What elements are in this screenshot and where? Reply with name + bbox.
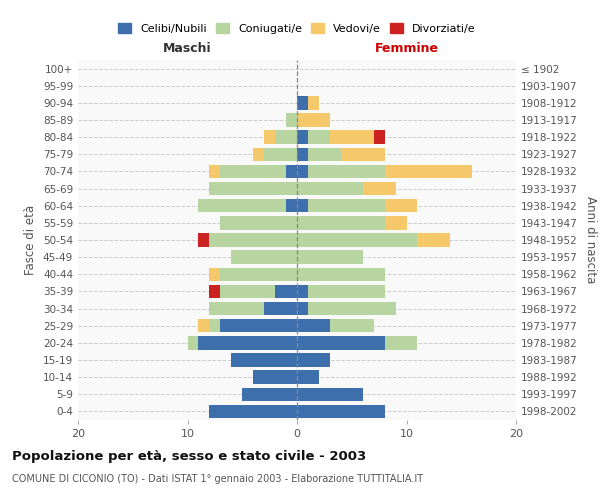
Bar (297, 250, 362, 264)
Bar (286, 114, 297, 126)
Bar (385, 216, 407, 230)
Bar (297, 302, 308, 316)
Bar (308, 148, 341, 161)
Bar (297, 114, 330, 126)
Bar (242, 388, 297, 401)
Bar (330, 319, 374, 332)
Bar (264, 302, 297, 316)
Bar (297, 284, 308, 298)
Bar (308, 130, 330, 144)
Legend: Celibi/Nubili, Coniugati/e, Vedovi/e, Divorziati/e: Celibi/Nubili, Coniugati/e, Vedovi/e, Di… (114, 19, 480, 38)
Bar (232, 354, 297, 366)
Bar (275, 130, 297, 144)
Y-axis label: Fasce di età: Fasce di età (25, 205, 37, 275)
Bar (341, 148, 385, 161)
Bar (297, 234, 418, 246)
Bar (199, 319, 209, 332)
Bar (308, 199, 385, 212)
Bar (264, 130, 275, 144)
Y-axis label: Anni di nascita: Anni di nascita (584, 196, 597, 284)
Bar (297, 370, 319, 384)
Bar (209, 268, 220, 281)
Bar (297, 268, 385, 281)
Text: Popolazione per età, sesso e stato civile - 2003: Popolazione per età, sesso e stato civil… (12, 450, 366, 463)
Bar (297, 164, 308, 178)
Bar (209, 302, 264, 316)
Bar (330, 130, 374, 144)
Text: COMUNE DI CICONIO (TO) - Dati ISTAT 1° gennaio 2003 - Elaborazione TUTTITALIA.IT: COMUNE DI CICONIO (TO) - Dati ISTAT 1° g… (12, 474, 423, 484)
Bar (308, 302, 395, 316)
Bar (220, 164, 286, 178)
Bar (297, 404, 385, 418)
Bar (308, 164, 385, 178)
Bar (297, 96, 308, 110)
Bar (220, 268, 297, 281)
Bar (253, 148, 264, 161)
Bar (385, 199, 418, 212)
Bar (220, 319, 297, 332)
Bar (209, 234, 297, 246)
Bar (275, 284, 297, 298)
Bar (385, 164, 472, 178)
Bar (297, 199, 308, 212)
Bar (199, 199, 286, 212)
Bar (297, 182, 362, 196)
Bar (297, 388, 362, 401)
Bar (220, 216, 297, 230)
Bar (362, 182, 395, 196)
Bar (308, 96, 319, 110)
Bar (297, 148, 308, 161)
Bar (297, 216, 385, 230)
Bar (418, 234, 451, 246)
Bar (232, 250, 297, 264)
Bar (297, 336, 385, 349)
Bar (199, 234, 209, 246)
Bar (286, 199, 297, 212)
Bar (220, 284, 275, 298)
Bar (374, 130, 385, 144)
Bar (209, 404, 297, 418)
Text: Femmine: Femmine (374, 42, 439, 55)
Bar (297, 130, 308, 144)
Bar (308, 284, 385, 298)
Bar (286, 164, 297, 178)
Bar (253, 370, 297, 384)
Bar (297, 319, 330, 332)
Bar (297, 354, 330, 366)
Bar (187, 336, 199, 349)
Bar (209, 182, 297, 196)
Bar (385, 336, 418, 349)
Bar (209, 164, 220, 178)
Bar (264, 148, 297, 161)
Bar (199, 336, 297, 349)
Text: Maschi: Maschi (163, 42, 212, 55)
Bar (209, 284, 220, 298)
Bar (209, 319, 220, 332)
